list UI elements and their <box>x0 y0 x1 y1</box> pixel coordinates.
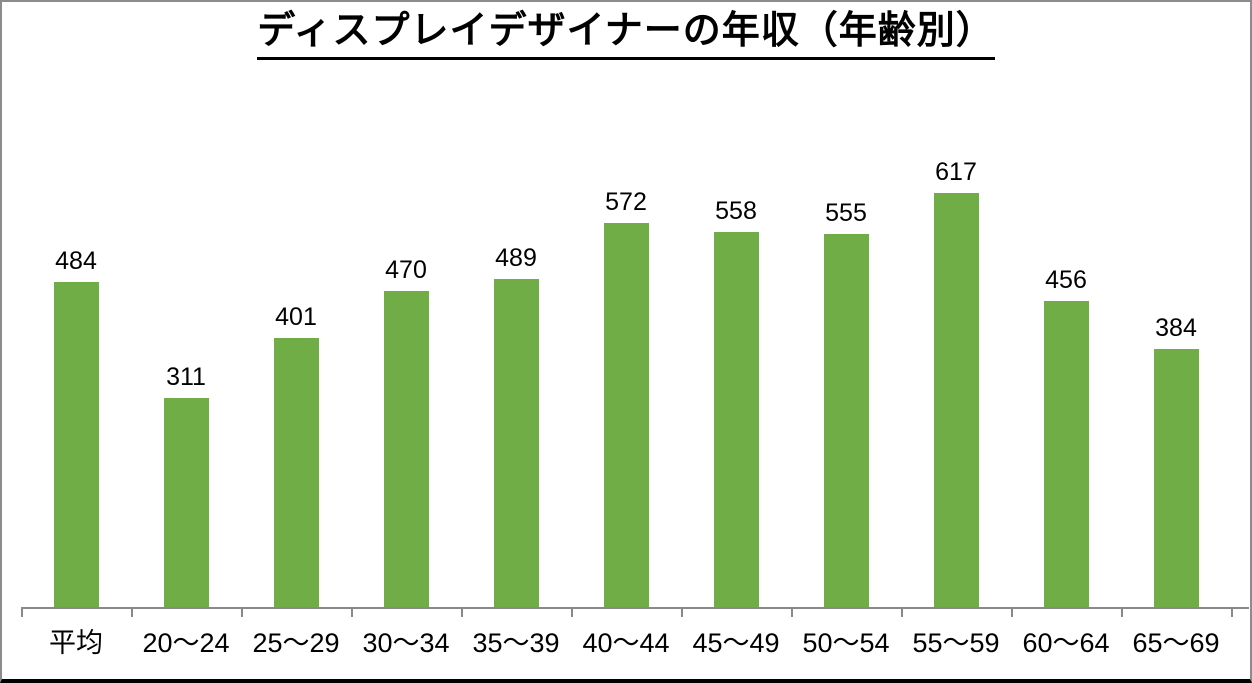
x-axis-category: 50〜54 <box>791 609 901 673</box>
bar-column: 558 <box>681 196 791 607</box>
x-axis-label: 25〜29 <box>252 628 340 658</box>
x-axis-category: 平均 <box>21 609 131 673</box>
x-axis-label: 20〜24 <box>142 628 230 658</box>
bar-column: 572 <box>571 187 681 607</box>
x-axis-label: 55〜59 <box>912 628 1000 658</box>
bar <box>493 279 539 607</box>
axis-tick <box>791 609 793 617</box>
bar <box>933 193 979 607</box>
x-axis-label: 平均 <box>49 628 103 658</box>
x-axis-category: 55〜59 <box>901 609 1011 673</box>
x-axis-label: 60〜64 <box>1022 628 1110 658</box>
chart-title-wrap: ディスプレイデザイナーの年収（年齢別） <box>2 2 1250 66</box>
x-axis-category: 35〜39 <box>461 609 571 673</box>
x-axis-label: 50〜54 <box>802 628 890 658</box>
bar-value-label: 489 <box>495 243 537 272</box>
x-axis-label: 40〜44 <box>582 628 670 658</box>
bar-value-label: 384 <box>1155 313 1197 342</box>
axis-tick <box>1011 609 1013 617</box>
bar-value-label: 555 <box>825 198 867 227</box>
axis-tick <box>241 609 243 617</box>
bar-value-label: 311 <box>166 362 206 391</box>
x-axis-category: 30〜34 <box>351 609 461 673</box>
bar-column: 456 <box>1011 265 1121 607</box>
x-axis-label: 35〜39 <box>472 628 560 658</box>
bar-value-label: 572 <box>605 187 647 216</box>
bar-column: 489 <box>461 243 571 607</box>
bar <box>603 223 649 607</box>
x-axis-category: 20〜24 <box>131 609 241 673</box>
bar <box>53 282 99 607</box>
x-axis: 平均 20〜24 25〜29 30〜34 35〜39 40〜44 45〜49 50〜54 55〜… <box>21 607 1249 673</box>
bar-value-label: 470 <box>385 255 427 284</box>
axis-tick <box>131 609 133 617</box>
x-axis-category: 65〜69 <box>1121 609 1231 673</box>
bar <box>713 232 759 607</box>
x-axis-category: 40〜44 <box>571 609 681 673</box>
plot-area: 484 311 401 470 489 572 558 555 617 456 384 <box>2 66 1250 607</box>
bar-value-label: 617 <box>935 157 977 186</box>
axis-tick <box>681 609 683 617</box>
bar <box>1043 301 1089 607</box>
axis-tick <box>21 609 23 617</box>
x-axis-label: 65〜69 <box>1132 628 1220 658</box>
bar-column: 555 <box>791 198 901 607</box>
axis-tick <box>1231 609 1233 617</box>
x-axis-label: 30〜34 <box>362 628 450 658</box>
bar-column: 470 <box>351 255 461 607</box>
bar <box>273 338 319 607</box>
bar <box>383 291 429 607</box>
bar-column: 311 <box>131 362 241 607</box>
axis-tick <box>461 609 463 617</box>
bar-value-label: 558 <box>715 196 757 225</box>
bar-value-label: 401 <box>275 302 317 331</box>
axis-tick <box>351 609 353 617</box>
bar-column: 617 <box>901 157 1011 607</box>
axis-tick <box>571 609 573 617</box>
bar-column: 484 <box>21 246 131 607</box>
axis-tick <box>901 609 903 617</box>
bar-column: 401 <box>241 302 351 607</box>
bar-column: 384 <box>1121 313 1231 607</box>
bar <box>823 234 869 607</box>
bar <box>163 398 209 607</box>
x-axis-label: 45〜49 <box>692 628 780 658</box>
x-axis-category: 45〜49 <box>681 609 791 673</box>
x-axis-category: 60〜64 <box>1011 609 1121 673</box>
axis-tick <box>1121 609 1123 617</box>
bar-value-label: 484 <box>55 246 97 275</box>
bar <box>1153 349 1199 607</box>
chart-title: ディスプレイデザイナーの年収（年齢別） <box>257 10 995 60</box>
bar-value-label: 456 <box>1045 265 1087 294</box>
x-axis-category: 25〜29 <box>241 609 351 673</box>
